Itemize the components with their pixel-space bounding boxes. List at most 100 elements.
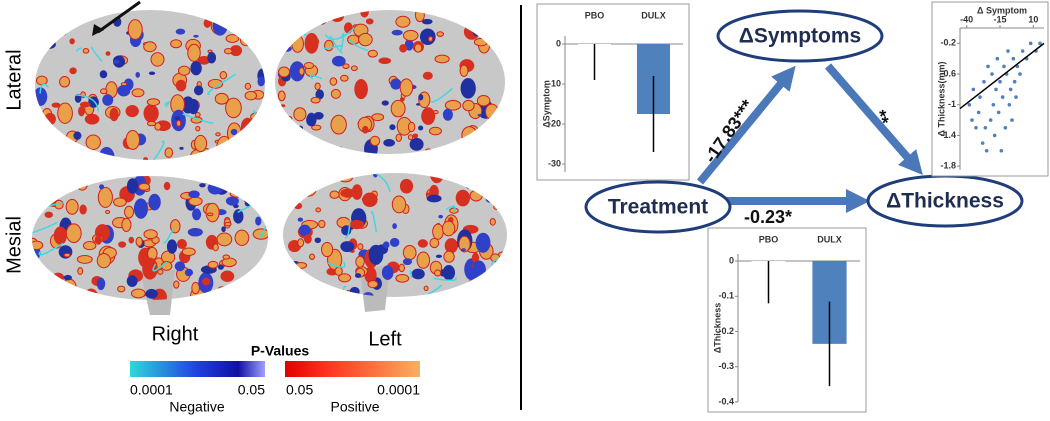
activation-spot <box>207 78 224 89</box>
activation-spot <box>473 37 488 47</box>
activation-spot <box>340 188 356 198</box>
activation-spot <box>283 115 293 122</box>
legend-title: P-Values <box>251 343 310 359</box>
scatter-point <box>1020 49 1025 53</box>
fit-line <box>959 42 1045 110</box>
activation-spot <box>173 280 180 289</box>
activation-spot <box>51 102 61 108</box>
activation-spot <box>220 270 235 282</box>
activation-spot <box>463 10 478 22</box>
activation-spot <box>358 32 373 47</box>
activation-spot <box>443 250 455 263</box>
activation-spot <box>195 125 201 132</box>
activation-spot <box>181 247 196 257</box>
activation-spot <box>414 43 423 53</box>
activation-spot <box>154 122 162 131</box>
activation-spot <box>313 38 320 45</box>
x-tick-label: -15 <box>993 14 1006 24</box>
activation-spot <box>135 236 143 247</box>
category-label: DULX <box>641 10 666 20</box>
activation-spot <box>494 148 501 154</box>
activation-spot <box>39 10 55 15</box>
activation-spot <box>343 22 353 34</box>
activation-spot <box>148 193 161 211</box>
activation-spot <box>489 217 496 226</box>
activation-spot <box>480 173 497 185</box>
sulcus-outline <box>259 225 268 238</box>
activation-spot <box>125 129 140 150</box>
activation-spot <box>395 15 411 28</box>
activation-spot <box>105 51 111 56</box>
scatter-point <box>1028 41 1033 46</box>
activation-spot <box>329 190 340 199</box>
activation-spot <box>216 232 233 247</box>
activation-spot <box>297 217 304 222</box>
activation-spot <box>193 85 204 96</box>
activation-spot <box>399 78 414 97</box>
activation-spot <box>315 89 324 100</box>
activation-spot <box>477 114 482 117</box>
activation-spot <box>429 173 444 184</box>
scatter-point <box>1003 125 1008 130</box>
activation-spot <box>304 32 319 54</box>
activation-spot <box>462 99 475 112</box>
activation-spot <box>423 285 429 292</box>
activation-spot <box>338 273 352 283</box>
scatter-point <box>1007 102 1012 107</box>
activation-spot <box>354 79 368 100</box>
activation-spot <box>395 133 403 142</box>
activation-spot <box>244 127 250 136</box>
activation-spot <box>118 241 127 248</box>
activation-spot <box>208 151 215 155</box>
activation-spot <box>438 214 443 219</box>
sulcus-outline <box>431 87 453 104</box>
pointer-arrow <box>97 0 141 34</box>
activation-spot <box>441 220 456 237</box>
activation-spot <box>395 273 410 283</box>
activation-spot <box>50 281 58 291</box>
activation-spot <box>164 147 174 158</box>
activation-spot <box>407 134 414 141</box>
activation-spot <box>225 140 239 150</box>
activation-spot <box>73 131 82 140</box>
activation-spot <box>138 182 151 191</box>
activation-spot <box>389 237 400 247</box>
activation-spot <box>498 123 505 130</box>
scatter-point <box>971 87 976 92</box>
activation-spot <box>297 292 311 297</box>
activation-spot <box>484 289 497 297</box>
pointer-arrowhead <box>92 24 104 36</box>
activation-spot <box>148 71 156 75</box>
activation-spot <box>342 63 350 69</box>
activation-spot <box>143 157 148 160</box>
activation-spot <box>429 237 440 249</box>
activation-spot <box>77 267 84 275</box>
activation-spot <box>224 19 233 27</box>
edge-label: -17.83*** <box>700 96 758 167</box>
activation-spot <box>206 212 214 217</box>
activation-spot <box>372 173 378 178</box>
activation-spot <box>314 82 321 91</box>
activation-spot <box>223 47 233 55</box>
activation-spot <box>188 190 200 199</box>
sulcus-outline <box>75 94 100 112</box>
activation-spot <box>459 64 469 77</box>
scatter-point <box>990 72 994 76</box>
activation-spot <box>105 210 111 215</box>
activation-spot <box>187 100 194 110</box>
sulcus-outline <box>38 242 64 256</box>
activation-spot <box>293 202 303 210</box>
activation-spot <box>233 209 244 224</box>
activation-spot <box>399 178 414 194</box>
activation-spot <box>84 113 100 125</box>
sulcus-outline <box>75 47 83 52</box>
activation-spot <box>311 124 322 131</box>
activation-spot <box>99 156 105 160</box>
activation-spot <box>235 20 247 36</box>
activation-spot <box>360 10 369 18</box>
activation-spot <box>35 115 47 133</box>
activation-spot <box>362 125 369 134</box>
activation-spot <box>321 241 334 258</box>
activation-spot <box>391 29 403 36</box>
activation-spot <box>367 49 378 58</box>
